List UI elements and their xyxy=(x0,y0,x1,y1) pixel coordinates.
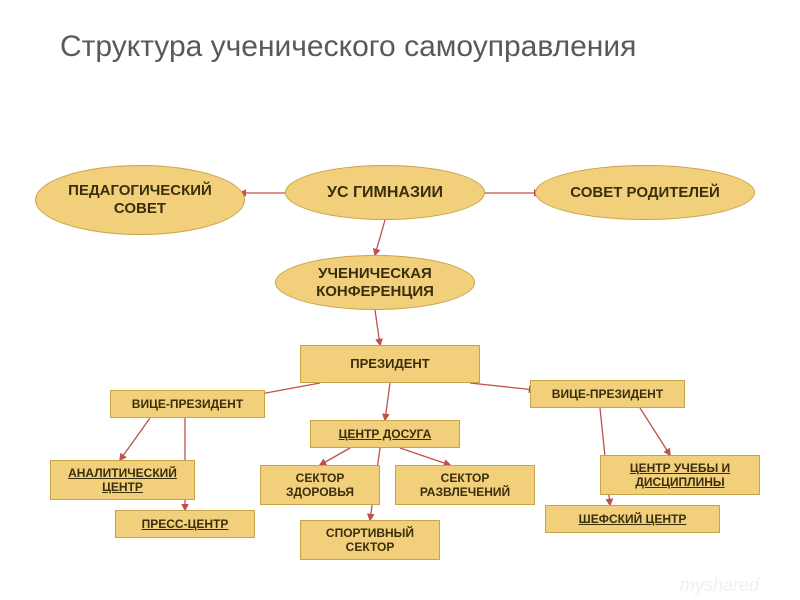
edge-president-leisure xyxy=(385,383,390,420)
node-conf: УЧЕНИЧЕСКАЯ КОНФЕРЕНЦИЯ xyxy=(275,255,475,310)
diagram-title: Структура ученического самоуправления xyxy=(60,30,636,64)
node-entertain: СЕКТОР РАЗВЛЕЧЕНИЙ xyxy=(395,465,535,505)
edge-conf-president xyxy=(375,310,380,345)
edge-president-vp_right xyxy=(470,383,535,390)
node-health: СЕКТОР ЗДОРОВЬЯ xyxy=(260,465,380,505)
node-sport: СПОРТИВНЫЙ СЕКТОР xyxy=(300,520,440,560)
node-chef: ШЕФСКИЙ ЦЕНТР xyxy=(545,505,720,533)
node-vp_left: ВИЦЕ-ПРЕЗИДЕНТ xyxy=(110,390,265,418)
edge-leisure-entertain xyxy=(400,448,450,465)
node-president: ПРЕЗИДЕНТ xyxy=(300,345,480,383)
node-analytic: АНАЛИТИЧЕСКИЙ ЦЕНТР xyxy=(50,460,195,500)
edge-vp_right-study xyxy=(640,408,670,455)
node-us: УС ГИМНАЗИИ xyxy=(285,165,485,220)
node-ped: ПЕДАГОГИЧЕСКИЙ СОВЕТ xyxy=(35,165,245,235)
edge-us-conf xyxy=(375,220,385,255)
node-leisure: ЦЕНТР ДОСУГА xyxy=(310,420,460,448)
watermark: myshared xyxy=(680,575,759,596)
edge-vp_left-analytic xyxy=(120,418,150,460)
node-vp_right: ВИЦЕ-ПРЕЗИДЕНТ xyxy=(530,380,685,408)
node-press: ПРЕСС-ЦЕНТР xyxy=(115,510,255,538)
node-study: ЦЕНТР УЧЕБЫ И ДИСЦИПЛИНЫ xyxy=(600,455,760,495)
edge-leisure-health xyxy=(320,448,350,465)
node-parents: СОВЕТ РОДИТЕЛЕЙ xyxy=(535,165,755,220)
